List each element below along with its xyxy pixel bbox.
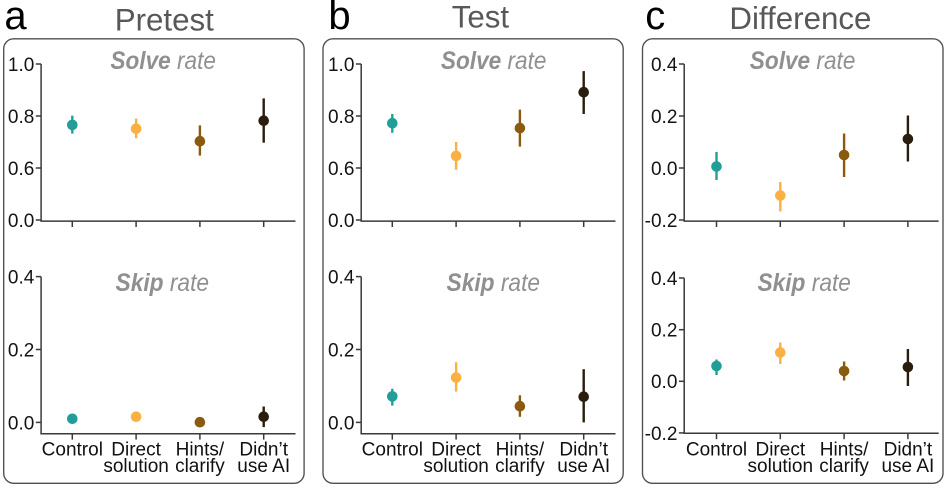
svg-text:Test: Test <box>452 0 510 35</box>
svg-text:0.0: 0.0 <box>8 211 34 232</box>
svg-text:Didn’t: Didn’t <box>239 440 288 461</box>
svg-text:0.0: 0.0 <box>8 413 34 434</box>
svg-text:b: b <box>328 0 350 38</box>
svg-text:clarify: clarify <box>495 456 545 477</box>
svg-text:0.2: 0.2 <box>651 321 677 342</box>
svg-text:Direct: Direct <box>431 440 481 461</box>
svg-text:Skip rate: Skip rate <box>116 269 210 297</box>
svg-text:0.8: 0.8 <box>328 107 354 128</box>
svg-text:0.2: 0.2 <box>651 107 677 128</box>
svg-text:a: a <box>4 0 27 38</box>
svg-text:Pretest: Pretest <box>115 3 214 38</box>
svg-text:Hints/: Hints/ <box>496 440 545 461</box>
svg-text:Solve rate: Solve rate <box>110 47 216 75</box>
svg-text:Control: Control <box>42 440 103 461</box>
svg-text:-0.2: -0.2 <box>645 424 678 445</box>
svg-text:Control: Control <box>362 440 423 461</box>
svg-text:Direct: Direct <box>755 440 805 461</box>
svg-text:0.4: 0.4 <box>328 268 355 289</box>
svg-text:Direct: Direct <box>111 440 161 461</box>
svg-text:Solve rate: Solve rate <box>750 47 856 75</box>
svg-text:use AI: use AI <box>881 456 934 477</box>
svg-text:0.6: 0.6 <box>8 159 34 180</box>
svg-text:use AI: use AI <box>237 456 290 477</box>
svg-text:0.8: 0.8 <box>8 107 34 128</box>
svg-text:c: c <box>645 0 665 38</box>
svg-text:0.4: 0.4 <box>651 269 678 290</box>
svg-text:solution: solution <box>103 456 169 477</box>
svg-text:use AI: use AI <box>557 456 610 477</box>
svg-text:1.0: 1.0 <box>328 55 354 76</box>
svg-text:Control: Control <box>686 440 747 461</box>
svg-text:0.4: 0.4 <box>651 55 678 76</box>
svg-text:Skip rate: Skip rate <box>447 269 541 297</box>
svg-text:0.6: 0.6 <box>328 159 354 180</box>
svg-text:Didn’t: Didn’t <box>884 440 933 461</box>
svg-text:clarify: clarify <box>819 456 869 477</box>
svg-text:Solve rate: Solve rate <box>441 47 547 75</box>
svg-text:Didn’t: Didn’t <box>559 440 608 461</box>
svg-text:solution: solution <box>748 456 814 477</box>
svg-text:1.0: 1.0 <box>8 55 34 76</box>
svg-text:Difference: Difference <box>729 1 871 36</box>
svg-text:0.0: 0.0 <box>651 372 677 393</box>
svg-text:0.0: 0.0 <box>328 211 354 232</box>
svg-text:solution: solution <box>423 456 489 477</box>
svg-text:0.4: 0.4 <box>8 268 35 289</box>
svg-text:Skip rate: Skip rate <box>757 269 851 297</box>
svg-text:Hints/: Hints/ <box>820 440 869 461</box>
svg-text:0.0: 0.0 <box>328 413 354 434</box>
svg-text:Hints/: Hints/ <box>176 440 225 461</box>
svg-text:0.2: 0.2 <box>328 340 354 361</box>
svg-text:0.2: 0.2 <box>8 340 34 361</box>
svg-text:0.0: 0.0 <box>651 159 677 180</box>
svg-text:-0.2: -0.2 <box>645 211 678 232</box>
svg-text:clarify: clarify <box>175 456 225 477</box>
